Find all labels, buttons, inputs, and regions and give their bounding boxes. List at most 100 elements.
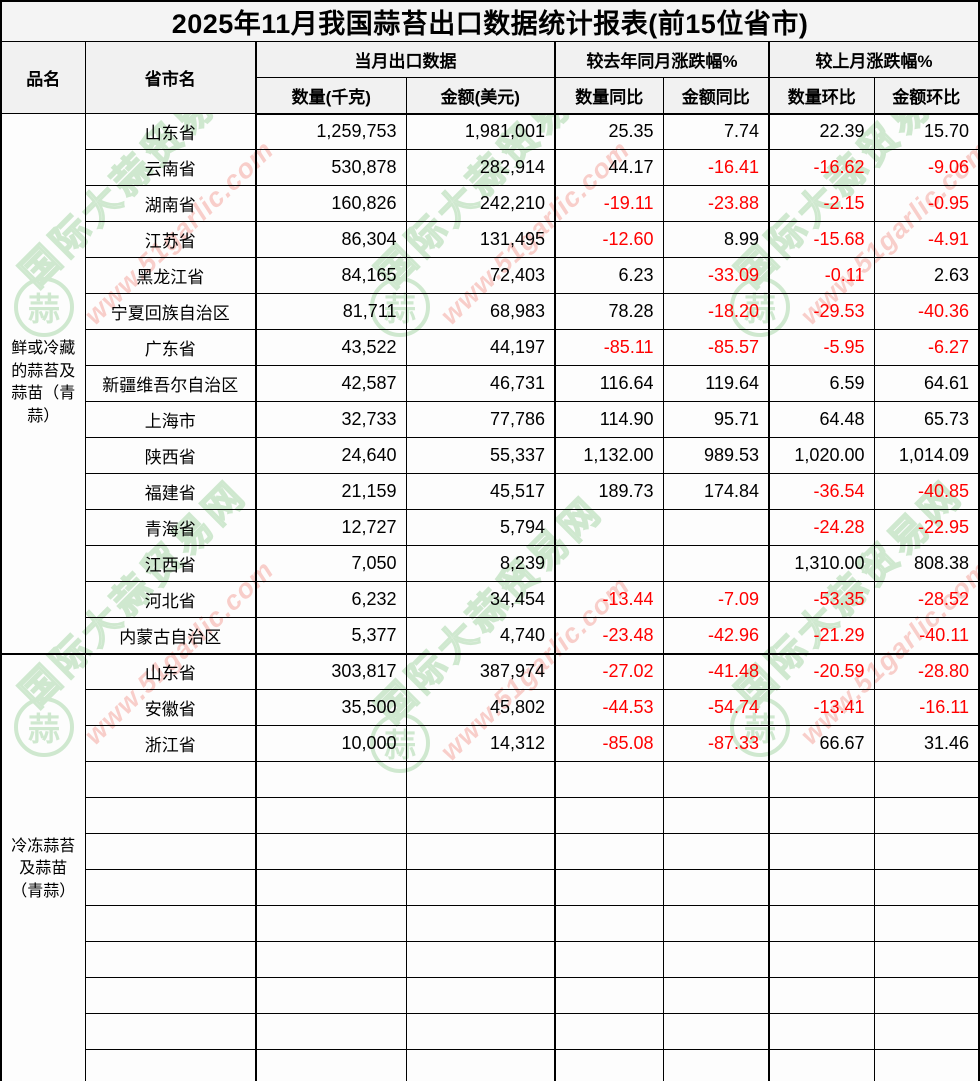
qty-cell: 86,304 [255, 221, 407, 258]
province-cell: 福建省 [84, 473, 257, 510]
table-row: 安徽省 35,500 45,802 -44.53 -54.74 -13.41 -16.11 [1, 689, 980, 726]
amt-yoy-cell [662, 977, 770, 1014]
table-row: 陕西省 24,640 55,337 1,132.00 989.53 1,020.00 1,0… [1, 437, 980, 474]
table-row [1, 905, 980, 942]
amt-yoy-cell: 174.84 [662, 473, 770, 510]
qty-yoy-cell: 116.64 [554, 365, 664, 402]
province-cell: 新疆维吾尔自治区 [84, 365, 257, 402]
title-row: 2025年11月我国蒜苔出口数据统计报表(前15位省市) [0, 0, 980, 42]
table-row: 鲜或冷藏的蒜苔及蒜苗（青蒜） 山东省 1,259,753 1,981,001 25.35… [0, 113, 980, 654]
amount-cell: 68,983 [405, 293, 556, 330]
table-row: 江苏省 86,304 131,495 -12.60 8.99 -15.68 -4.91 [1, 221, 980, 258]
province-cell: 江苏省 [84, 221, 257, 258]
qty-mom-cell: 22.39 [768, 113, 875, 150]
qty-cell: 84,165 [255, 257, 407, 294]
amount-cell [405, 905, 556, 942]
amount-cell: 34,454 [405, 581, 556, 618]
province-cell [84, 1013, 257, 1050]
qty-yoy-cell: 6.23 [554, 257, 664, 294]
amt-yoy-cell [662, 761, 770, 798]
amt-yoy-cell [662, 509, 770, 546]
amount-cell: 242,210 [405, 185, 556, 222]
qty-yoy-cell: -85.08 [554, 725, 664, 762]
table-row: 内蒙古自治区 5,377 4,740 -23.48 -42.96 -21.29 -40.11 [1, 617, 980, 654]
table-row: 青海省 12,727 5,794 -24.28 -22.95 [1, 509, 980, 546]
amt-yoy-cell [662, 941, 770, 978]
qty-cell: 530,878 [255, 149, 407, 186]
table-row: 新疆维吾尔自治区 42,587 46,731 116.64 119.64 6.59 64.6… [1, 365, 980, 402]
qty-yoy-cell [554, 1049, 664, 1081]
qty-yoy-cell [554, 509, 664, 546]
table-row: 浙江省 10,000 14,312 -85.08 -87.33 66.67 31.46 [1, 725, 980, 762]
qty-cell: 32,733 [255, 401, 407, 438]
qty-yoy-cell: -13.44 [554, 581, 664, 618]
province-cell: 浙江省 [84, 725, 257, 762]
amt-yoy-cell: 95.71 [662, 401, 770, 438]
table-row: 黑龙江省 84,165 72,403 6.23 -33.09 -0.11 2.63 [1, 257, 980, 294]
amt-mom-cell [873, 797, 980, 834]
province-cell: 上海市 [84, 401, 257, 438]
qty-cell: 6,232 [255, 581, 407, 618]
province-cell [84, 761, 257, 798]
amt-mom-cell: 65.73 [873, 401, 980, 438]
province-cell [84, 941, 257, 978]
amount-cell: 72,403 [405, 257, 556, 294]
column-header-province: 省市名 [84, 41, 257, 114]
qty-mom-cell: -20.59 [768, 652, 875, 690]
province-cell: 黑龙江省 [84, 257, 257, 294]
province-cell: 江西省 [84, 545, 257, 582]
table-row [1, 941, 980, 978]
amount-cell: 8,239 [405, 545, 556, 582]
amount-cell: 5,794 [405, 509, 556, 546]
province-cell [84, 869, 257, 906]
amt-mom-cell: -6.27 [873, 329, 980, 366]
amt-mom-cell [873, 761, 980, 798]
qty-cell: 5,377 [255, 617, 407, 654]
amt-mom-cell: 31.46 [873, 725, 980, 762]
column-header-amount: 金额(美元) [405, 77, 556, 115]
column-header-qty-yoy: 数量同比 [554, 77, 664, 115]
province-cell [84, 1049, 257, 1081]
amount-cell: 77,786 [405, 401, 556, 438]
amt-mom-cell: -16.11 [873, 689, 980, 726]
qty-mom-cell [768, 977, 875, 1014]
province-cell: 湖南省 [84, 185, 257, 222]
qty-yoy-cell [554, 941, 664, 978]
column-header-amt-mom: 金额环比 [873, 77, 980, 115]
amount-cell: 131,495 [405, 221, 556, 258]
amt-yoy-cell: -33.09 [662, 257, 770, 294]
qty-mom-cell [768, 941, 875, 978]
qty-yoy-cell: 78.28 [554, 293, 664, 330]
amt-yoy-cell: -85.57 [662, 329, 770, 366]
qty-mom-cell [768, 1049, 875, 1081]
qty-mom-cell [768, 869, 875, 906]
amount-cell [405, 977, 556, 1014]
qty-yoy-cell: -44.53 [554, 689, 664, 726]
qty-mom-cell [768, 905, 875, 942]
table-row [1, 869, 980, 906]
qty-cell: 1,259,753 [255, 113, 407, 150]
qty-cell: 24,640 [255, 437, 407, 474]
amount-cell: 45,802 [405, 689, 556, 726]
amt-yoy-cell: -54.74 [662, 689, 770, 726]
qty-mom-cell: 64.48 [768, 401, 875, 438]
qty-yoy-cell: 1,132.00 [554, 437, 664, 474]
amt-mom-cell: -4.91 [873, 221, 980, 258]
province-cell: 河北省 [84, 581, 257, 618]
qty-cell: 42,587 [255, 365, 407, 402]
header-group-row: 品名 省市名 当月出口数据 较去年同月涨跌幅% 较上月涨跌幅% [0, 41, 980, 114]
amt-yoy-cell: -42.96 [662, 617, 770, 654]
province-cell: 云南省 [84, 149, 257, 186]
qty-mom-cell: -13.41 [768, 689, 875, 726]
product-name-cell: 冷冻蒜苔及蒜苗（青蒜） [0, 652, 86, 1081]
qty-yoy-cell: -27.02 [554, 652, 664, 690]
table-row: 河北省 6,232 34,454 -13.44 -7.09 -53.35 -28.52 [1, 581, 980, 618]
qty-yoy-cell: 189.73 [554, 473, 664, 510]
amount-cell: 14,312 [405, 725, 556, 762]
qty-cell: 12,727 [255, 509, 407, 546]
amount-cell [405, 1049, 556, 1081]
amt-yoy-cell [662, 1049, 770, 1081]
qty-cell [255, 941, 407, 978]
qty-mom-cell: -5.95 [768, 329, 875, 366]
